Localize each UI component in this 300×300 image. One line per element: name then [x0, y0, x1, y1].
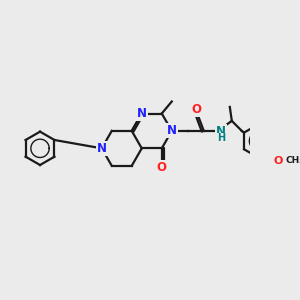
Text: CH₃: CH₃ — [285, 156, 300, 165]
Text: O: O — [157, 161, 167, 174]
Text: O: O — [191, 103, 201, 116]
Text: O: O — [274, 156, 283, 166]
Text: H: H — [217, 134, 225, 143]
Text: N: N — [97, 142, 107, 155]
Text: N: N — [216, 125, 226, 138]
Text: N: N — [137, 107, 147, 120]
Text: N: N — [167, 124, 177, 137]
